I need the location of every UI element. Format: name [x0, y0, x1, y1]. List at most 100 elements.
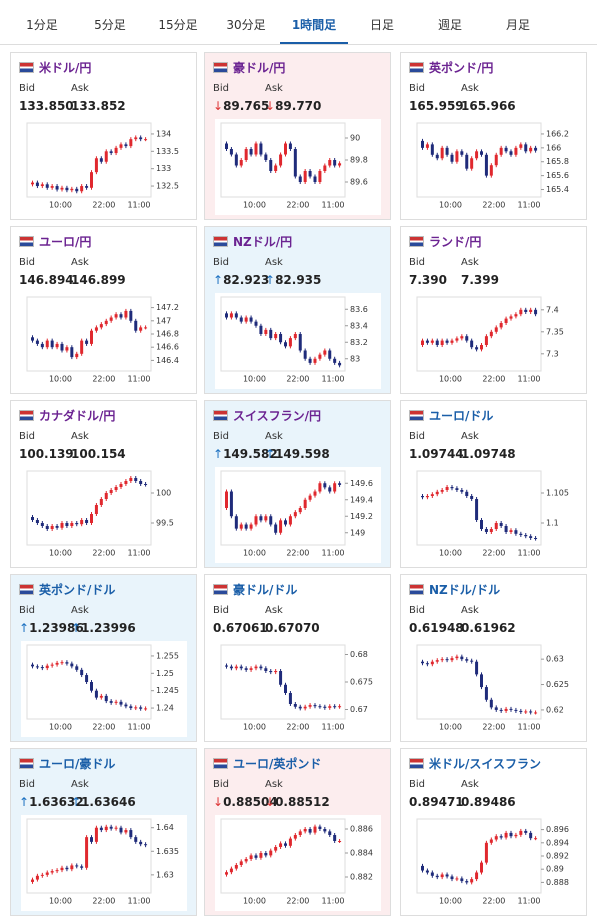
x-tick-label: 10:00 — [439, 201, 462, 210]
x-tick-label: 11:00 — [127, 897, 150, 906]
candle — [94, 327, 98, 331]
candle — [318, 706, 322, 708]
candle — [475, 151, 479, 159]
candle — [338, 163, 342, 166]
candle — [425, 663, 429, 665]
y-tick-label: 132.5 — [156, 182, 179, 191]
mini-chart: 0.67 0.675 0.68 10:00 22:00 11:00 — [215, 641, 381, 737]
candle — [450, 658, 454, 661]
candle — [50, 186, 54, 188]
candle — [450, 154, 454, 162]
candle — [80, 520, 84, 525]
candle — [440, 659, 444, 661]
bid-label: Bid — [213, 83, 229, 94]
candle — [514, 834, 518, 837]
candle — [465, 881, 469, 883]
candle — [455, 488, 459, 490]
rate-card[interactable]: ユーロ/ドル Bid Ask 1.09744 1.09748 1.1 1.105 10:00 2… — [400, 400, 587, 568]
rate-card[interactable]: NZドル/円 Bid Ask 82.92382.935 83 83.2 83.4 83.6 10… — [204, 226, 391, 394]
x-tick-label: 10:00 — [439, 549, 462, 558]
x-tick-label: 22:00 — [92, 723, 115, 732]
rate-card[interactable]: ユーロ/英ポンドBidAsk0.885040.885120.8820.8840.… — [204, 748, 391, 916]
candle — [234, 516, 238, 529]
pair-title: ユーロ/豪ドル — [39, 757, 116, 771]
y-tick-label: 165.4 — [546, 185, 569, 194]
y-tick-label: 7.35 — [546, 327, 564, 336]
rate-card[interactable]: 米ドル/スイスフラン Bid Ask 0.89471 0.89486 0.888 0.89 0… — [400, 748, 587, 916]
candle — [303, 350, 307, 359]
tab-divider — [0, 44, 597, 45]
bid-value: 1.09744 — [409, 447, 464, 461]
tab[interactable]: 30分足 — [226, 18, 266, 32]
candle — [70, 523, 74, 526]
candle — [234, 154, 238, 166]
tab[interactable]: 日足 — [369, 18, 394, 32]
candle — [484, 687, 488, 700]
candle — [504, 708, 508, 711]
y-tick-label: 90 — [350, 134, 360, 143]
y-tick-label: 1.63 — [156, 870, 174, 879]
candle — [244, 668, 248, 670]
y-tick-label: 0.892 — [546, 852, 569, 861]
candle — [440, 340, 444, 345]
candle — [333, 835, 337, 841]
candle — [144, 708, 148, 710]
rate-card[interactable]: 英ポンド/円 Bid Ask 165.959 165.966 165.4 165.6 165.… — [400, 52, 587, 220]
y-tick-label: 134 — [156, 129, 171, 138]
mini-chart: 0.62 0.625 0.63 10:00 22:00 11:00 — [411, 641, 577, 737]
y-tick-label: 1.255 — [156, 651, 179, 660]
candle — [524, 309, 528, 312]
y-tick-label: 1.24 — [156, 704, 174, 713]
rate-card[interactable]: NZドル/ドル Bid Ask 0.61948 0.61962 0.62 0.625 0.63… — [400, 574, 587, 742]
candle — [70, 347, 74, 358]
x-tick-label: 11:00 — [127, 723, 150, 732]
candle — [119, 314, 123, 318]
candle — [70, 663, 74, 667]
candle — [529, 309, 533, 312]
rate-card[interactable]: ユーロ/円 Bid Ask 146.894 146.899 146.4 146.6 146.8… — [10, 226, 197, 394]
tab[interactable]: 15分足 — [158, 18, 198, 32]
y-tick-label: 89.6 — [350, 178, 368, 187]
candle — [114, 701, 118, 703]
candle — [435, 660, 439, 662]
rate-card[interactable]: 米ドル/円 Bid Ask 133.850 133.852 132.5 133 133.5 13… — [10, 52, 197, 220]
candle — [318, 483, 322, 492]
flag-icon — [19, 584, 34, 595]
candle — [244, 149, 248, 160]
tab[interactable]: 月足 — [505, 18, 530, 32]
candle — [288, 338, 292, 347]
bid-label: Bid — [19, 431, 35, 442]
candle — [534, 147, 538, 151]
x-tick-label: 22:00 — [286, 549, 309, 558]
candle — [504, 526, 508, 532]
candle — [229, 313, 233, 318]
candle — [99, 499, 103, 505]
candle — [313, 176, 317, 182]
tab[interactable]: 週足 — [437, 18, 462, 32]
rate-card[interactable]: 豪ドル/円 Bid Ask 89.76589.770 89.6 89.8 90 10:00 22… — [204, 52, 391, 220]
y-tick-label: 0.68 — [350, 650, 368, 659]
rate-card[interactable]: ユーロ/豪ドルBidAsk1.636321.636461.631.6351.64… — [10, 748, 197, 916]
candle — [129, 830, 133, 838]
candle — [139, 327, 143, 331]
rate-card[interactable]: カナダドル/円 Bid Ask 100.139 100.154 99.5 100 10:00 2… — [10, 400, 197, 568]
candle — [303, 706, 307, 709]
mini-chart: 99.5 100 10:00 22:00 11:00 — [21, 467, 187, 563]
mini-chart: 146.4 146.6 146.8 147 147.2 10:00 22:00 11:00 — [21, 293, 187, 389]
ask-value: 133.852 — [71, 99, 126, 113]
candle — [139, 707, 143, 709]
rate-card[interactable]: スイスフラン/円BidAsk149.582149.598149149.2149.… — [204, 400, 391, 568]
ask-label: Ask — [461, 779, 479, 790]
tab[interactable]: 5分足 — [94, 18, 126, 32]
x-tick-label: 10:00 — [49, 549, 72, 558]
candle — [470, 496, 474, 499]
rate-card[interactable]: ランド/円 Bid Ask 7.390 7.399 7.3 7.35 7.4 10:00 22:0… — [400, 226, 587, 394]
candle — [134, 707, 138, 709]
x-tick-label: 11:00 — [517, 201, 540, 210]
rate-card[interactable]: 豪ドル/ドル Bid Ask 0.67061 0.67070 0.67 0.675 0.68 1… — [204, 574, 391, 742]
x-tick-label: 11:00 — [127, 375, 150, 384]
tab[interactable]: 1分足 — [26, 18, 58, 32]
candle — [514, 530, 518, 534]
tab[interactable]: 1時間足 — [280, 0, 348, 44]
rate-card[interactable]: 英ポンド/ドルBidAsk1.239861.239961.241.2451.25… — [10, 574, 197, 742]
